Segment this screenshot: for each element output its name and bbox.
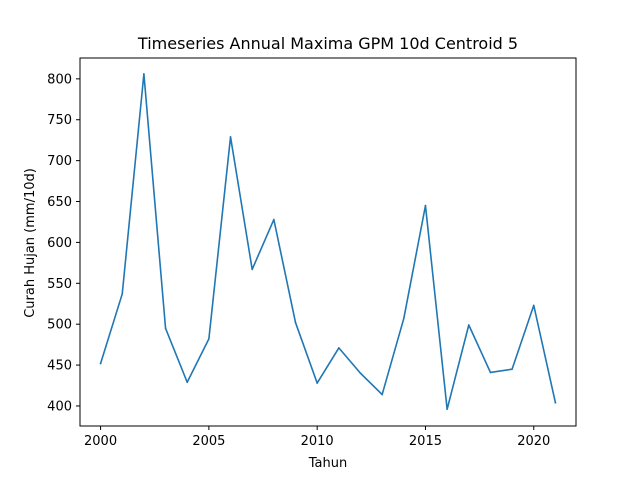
data-point <box>186 381 189 384</box>
x-tick-label: 2010 <box>301 434 334 449</box>
x-tick-label: 2020 <box>517 434 550 449</box>
data-point <box>99 362 102 365</box>
data-point <box>489 371 492 374</box>
data-point <box>338 347 340 349</box>
series-layer <box>99 73 557 411</box>
x-tick-label: 2000 <box>84 434 117 449</box>
x-axis-label: Tahun <box>308 456 347 471</box>
y-tick-label: 650 <box>47 195 72 210</box>
data-point <box>554 401 557 404</box>
x-tick-label: 2005 <box>192 434 225 449</box>
data-point <box>403 317 405 320</box>
y-tick-label: 600 <box>47 236 72 251</box>
data-point <box>316 382 318 384</box>
series-line <box>99 73 557 411</box>
data-point <box>164 327 167 330</box>
data-point <box>143 73 145 75</box>
x-tick-label: 2015 <box>409 434 442 449</box>
y-tick-label: 550 <box>47 277 72 292</box>
y-tick-label: 700 <box>47 154 72 169</box>
axes-frame <box>79 57 577 427</box>
y-tick-label: 800 <box>47 72 72 87</box>
data-point <box>208 338 210 340</box>
y-axis-label: Curah Hujan (mm/10d) <box>23 168 38 318</box>
data-point <box>294 321 297 324</box>
y-tick-label: 750 <box>47 113 72 128</box>
data-point <box>359 372 362 375</box>
data-point <box>251 268 253 271</box>
y-tick-label: 400 <box>47 399 72 414</box>
axis-ticks: 2000 2005 2010 2015 2020 400 450 500 550 600 650 70… <box>47 72 550 449</box>
data-point <box>424 204 427 207</box>
data-point <box>121 293 124 295</box>
chart-title: Timeseries Annual Maxima GPM 10d Centroi… <box>137 34 518 53</box>
data-point <box>381 393 383 396</box>
data-point <box>229 136 232 138</box>
data-point <box>467 324 470 326</box>
data-point <box>532 304 535 307</box>
data-point <box>273 218 275 221</box>
data-point <box>446 408 448 411</box>
y-tick-label: 500 <box>47 318 72 333</box>
y-tick-label: 450 <box>47 359 72 374</box>
data-point <box>511 368 513 370</box>
